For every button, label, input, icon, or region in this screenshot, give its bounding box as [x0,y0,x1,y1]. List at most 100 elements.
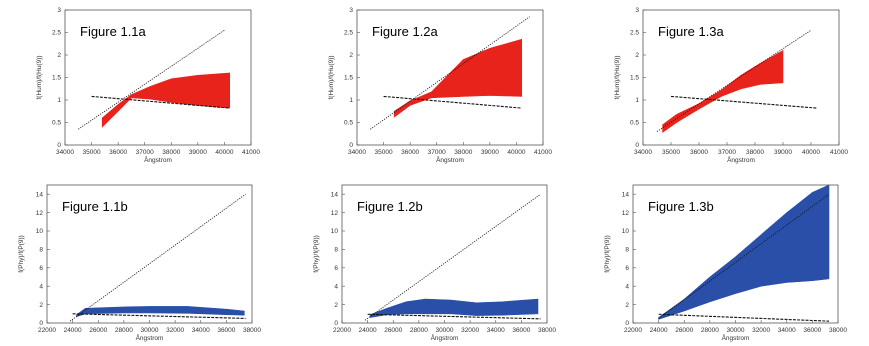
x-tick-label: 32000 [461,327,479,334]
y-tick-label: 3 [349,7,353,14]
x-tick-label: 37000 [718,149,736,156]
y-tick-label: 2.5 [344,30,353,37]
y-tick-label: 12 [622,210,630,217]
x-axis-label: Ångstrom [722,333,750,342]
y-tick-label: 10 [622,228,630,235]
dashed-reference-line [658,313,830,322]
y-axis-label: f(Hum)/f(Hu(9)) [614,55,621,99]
x-axis-label: Ångstrom [136,333,164,342]
y-tick-label: 1.5 [344,75,353,82]
x-tick-label: 36000 [803,327,821,334]
x-tick-label: 38000 [454,149,472,156]
y-tick-label: 4 [39,283,43,290]
dashed-reference-line [383,95,522,109]
x-tick-label: 26000 [384,327,402,334]
x-tick-label: 34000 [192,327,210,334]
chart-panel-3: 34000 35000 36000 37000 38000 39000 40000 41000… [614,7,848,164]
x-tick-label: 28000 [115,327,133,334]
y-tick-label: 12 [331,210,339,217]
x-tick-label: 28000 [410,327,428,334]
x-tick-label: 34000 [348,149,366,156]
plot-frame [46,184,253,324]
x-tick-label: 30000 [435,327,453,334]
x-tick-label: 40000 [802,149,820,156]
x-tick-label: 38000 [746,149,764,156]
y-tick-label: 10 [36,228,44,235]
chart-panel-2: 34000 35000 36000 37000 38000 39000 40000 41000… [328,7,552,164]
x-tick-label: 34000 [56,149,74,156]
x-tick-label: 34000 [487,327,505,334]
y-tick-label: 2 [349,52,353,59]
y-tick-label: 0.5 [344,120,353,127]
x-tick-label: 35000 [83,149,101,156]
y-tick-label: 3 [57,7,61,14]
x-tick-label: 38000 [162,149,180,156]
y-tick-label: 0.5 [630,120,639,127]
y-tick-label: 4 [334,283,338,290]
x-tick-label: 26000 [675,327,693,334]
dotted-reference-line [658,193,830,319]
x-tick-label: 41000 [534,149,552,156]
panel-title: Figure 1.3b [648,199,714,214]
y-tick-label: 2.5 [52,30,61,37]
y-tick-label: 10 [331,228,339,235]
y-tick-label: 2 [57,52,61,59]
y-tick-label: 1 [635,97,639,104]
x-tick-label: 34000 [778,327,796,334]
x-tick-label: 36000 [217,327,235,334]
uncertainty-band [393,38,522,118]
y-tick-label: 2 [625,302,629,309]
x-axis-label: Ångstrom [727,155,755,164]
x-tick-label: 34000 [634,149,652,156]
y-tick-label: 12 [36,210,44,217]
y-tick-label: 1 [349,97,353,104]
y-tick-label: 14 [36,191,44,198]
x-tick-label: 36000 [109,149,127,156]
y-tick-label: 0 [57,142,61,149]
panel-title: Figure 1.2b [357,199,423,214]
dotted-reference-line [78,29,225,130]
x-tick-label: 40000 [507,149,525,156]
x-axis-label: Ångstrom [144,155,172,164]
x-tick-label: 40000 [215,149,233,156]
y-tick-label: 6 [334,265,338,272]
y-axis-label: f(Hum)/f(Hu(9)) [328,55,335,99]
y-tick-label: 14 [331,191,339,198]
x-tick-label: 37000 [428,149,446,156]
x-tick-label: 28000 [701,327,719,334]
y-tick-label: 0 [334,320,338,327]
x-tick-label: 22000 [624,327,642,334]
y-axis-label: f(Phy)/f(P(9)) [313,235,320,273]
y-tick-label: 0 [39,320,43,327]
x-tick-label: 39000 [481,149,499,156]
y-tick-label: 0 [349,142,353,149]
panel-title: Figure 1.3a [658,24,725,39]
x-tick-label: 39000 [189,149,207,156]
x-tick-label: 24000 [650,327,668,334]
x-tick-label: 24000 [359,327,377,334]
uncertainty-band [658,184,830,320]
chart-panel-1: 34000 35000 36000 37000 38000 39000 40000 41000… [36,7,260,164]
y-tick-label: 8 [39,247,43,254]
x-tick-label: 32000 [166,327,184,334]
y-tick-label: 2 [635,52,639,59]
y-tick-label: 6 [625,265,629,272]
dotted-reference-line [364,193,541,321]
y-tick-label: 14 [622,191,630,198]
y-axis-label: f(Hum)/f(Hu(9)) [36,55,43,99]
y-tick-label: 8 [625,247,629,254]
x-tick-label: 30000 [726,327,744,334]
x-tick-label: 37000 [136,149,154,156]
y-tick-label: 2 [39,302,43,309]
y-tick-label: 0 [635,142,639,149]
y-axis-label: f(Phy)/f(P(9)) [18,235,25,273]
y-tick-label: 1.5 [630,75,639,82]
dotted-reference-line [69,193,246,322]
y-tick-label: 1 [57,97,61,104]
chart-panel-5: 22000 24000 26000 28000 30000 32000 34000 36000… [313,184,556,342]
x-axis-label: Ångstrom [431,333,459,342]
y-tick-label: 1.5 [52,75,61,82]
panel-title: Figure 1.1a [80,24,147,39]
x-tick-label: 22000 [333,327,351,334]
y-tick-label: 2.5 [630,30,639,37]
